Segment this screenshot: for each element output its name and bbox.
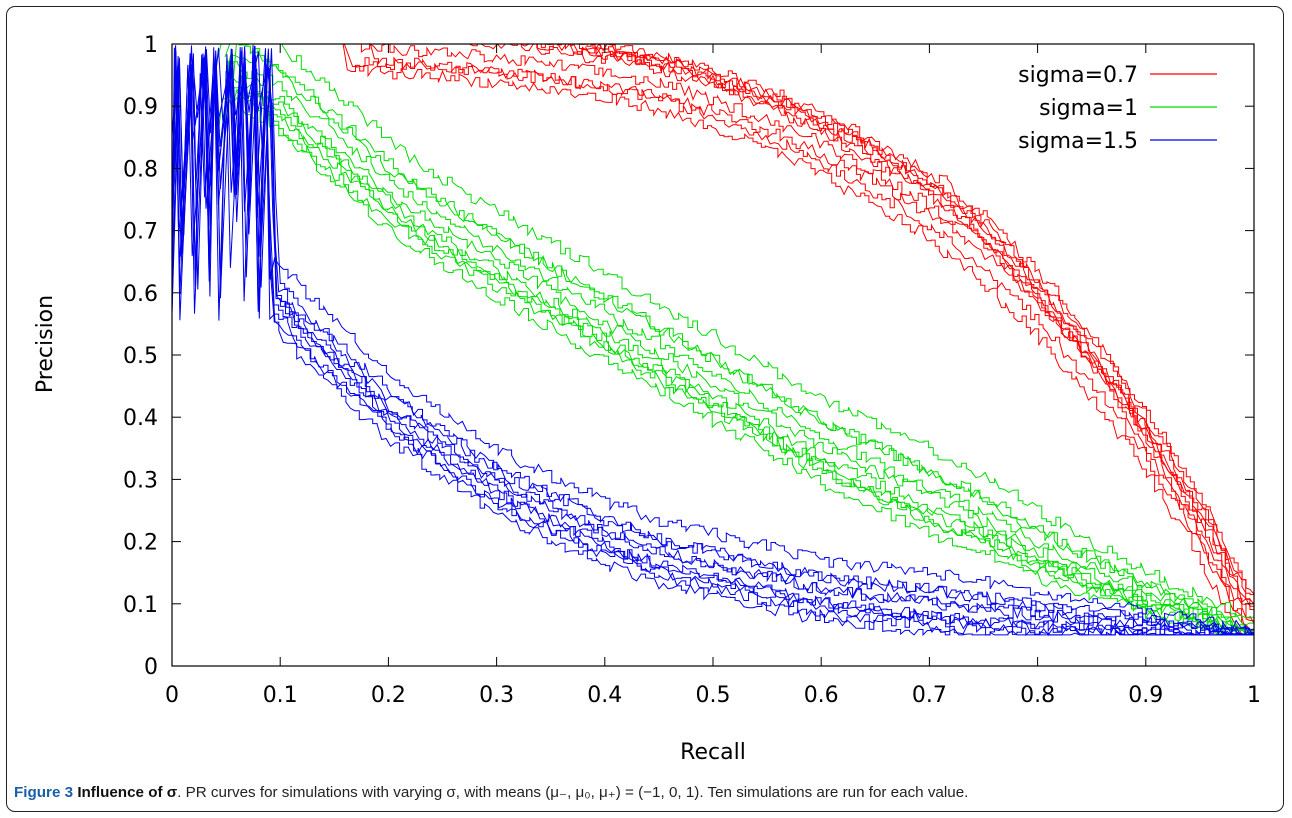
pr-curve-run [171,45,1255,637]
y-tick-label: 0.8 [123,157,158,182]
x-tick-labels: 0 0.1 0.2 0.3 0.4 0.5 0.6 0.7 0.8 0.9 1 [165,683,1261,708]
pr-curve-run [353,43,1255,632]
x-tick-label: 0.9 [1128,683,1163,708]
pr-curve-run [225,54,1255,632]
pr-curve-run [171,46,1255,637]
pr-curve-run [369,43,1255,632]
x-axis-label: Recall [680,740,746,765]
y-tick-label: 0.7 [123,220,158,245]
pr-curve-run [171,45,1255,636]
y-tick-label: 0.5 [123,344,158,369]
x-tick-label: 0.5 [696,683,731,708]
pr-curve-run [215,43,1255,632]
pr-curve-run [171,45,1255,636]
x-tick-label: 1 [1247,683,1261,708]
legend-label: sigma=1 [1039,96,1138,121]
pr-curve-run [226,59,1255,636]
y-tick-label: 0.1 [123,593,158,618]
legend-label: sigma=1.5 [1018,129,1138,154]
figure-label: Figure 3 [14,784,74,801]
y-tick-label: 0.4 [123,406,158,431]
y-tick-label: 0 [144,655,158,680]
pr-curve-run [228,69,1255,636]
pr-curve-run [235,90,1255,632]
pr-curve-run [171,47,1255,636]
figure-caption: Figure 3 Influence of σ. PR curves for s… [14,783,1280,801]
y-axis-label: Precision [33,295,58,393]
series-sigma-1 [215,43,1255,636]
x-tick-label: 0.6 [804,683,839,708]
x-tick-label: 0.1 [263,683,298,708]
pr-curve-run [224,43,1255,632]
pr-curve-run [171,50,1255,636]
x-tick-label: 0 [165,683,179,708]
pr-curve-run [217,94,1255,636]
y-tick-label: 1 [144,33,158,58]
pr-curve-run [342,43,1255,636]
tick-marks [171,43,1255,667]
pr-curve-run [343,43,1255,637]
y-tick-label: 0.9 [123,95,158,120]
x-tick-label: 0.2 [371,683,406,708]
pr-curve-run [231,88,1255,636]
x-tick-label: 0.3 [479,683,514,708]
legend-label: sigma=0.7 [1018,63,1138,88]
series-sigma-1-5 [171,45,1255,637]
curves-layer [171,43,1255,637]
pr-curve-run [171,47,1254,636]
legend: sigma=0.7 sigma=1 sigma=1.5 [1018,63,1217,154]
pr-curve-run [352,43,1255,632]
x-tick-label: 0.4 [587,683,622,708]
y-tick-labels: 0 0.1 0.2 0.3 0.4 0.5 0.6 0.7 0.8 0.9 1 [123,33,158,680]
x-tick-label: 0.8 [1020,683,1055,708]
y-tick-label: 0.6 [123,282,158,307]
y-tick-label: 0.3 [123,468,158,493]
figure-title: Influence of σ [77,784,178,801]
y-tick-label: 0.2 [123,531,158,556]
figure-caption-text: . PR curves for simulations with varying… [177,784,969,801]
pr-curve-run [171,54,1254,637]
x-tick-label: 0.7 [912,683,947,708]
pr-curve-run [171,45,1254,636]
